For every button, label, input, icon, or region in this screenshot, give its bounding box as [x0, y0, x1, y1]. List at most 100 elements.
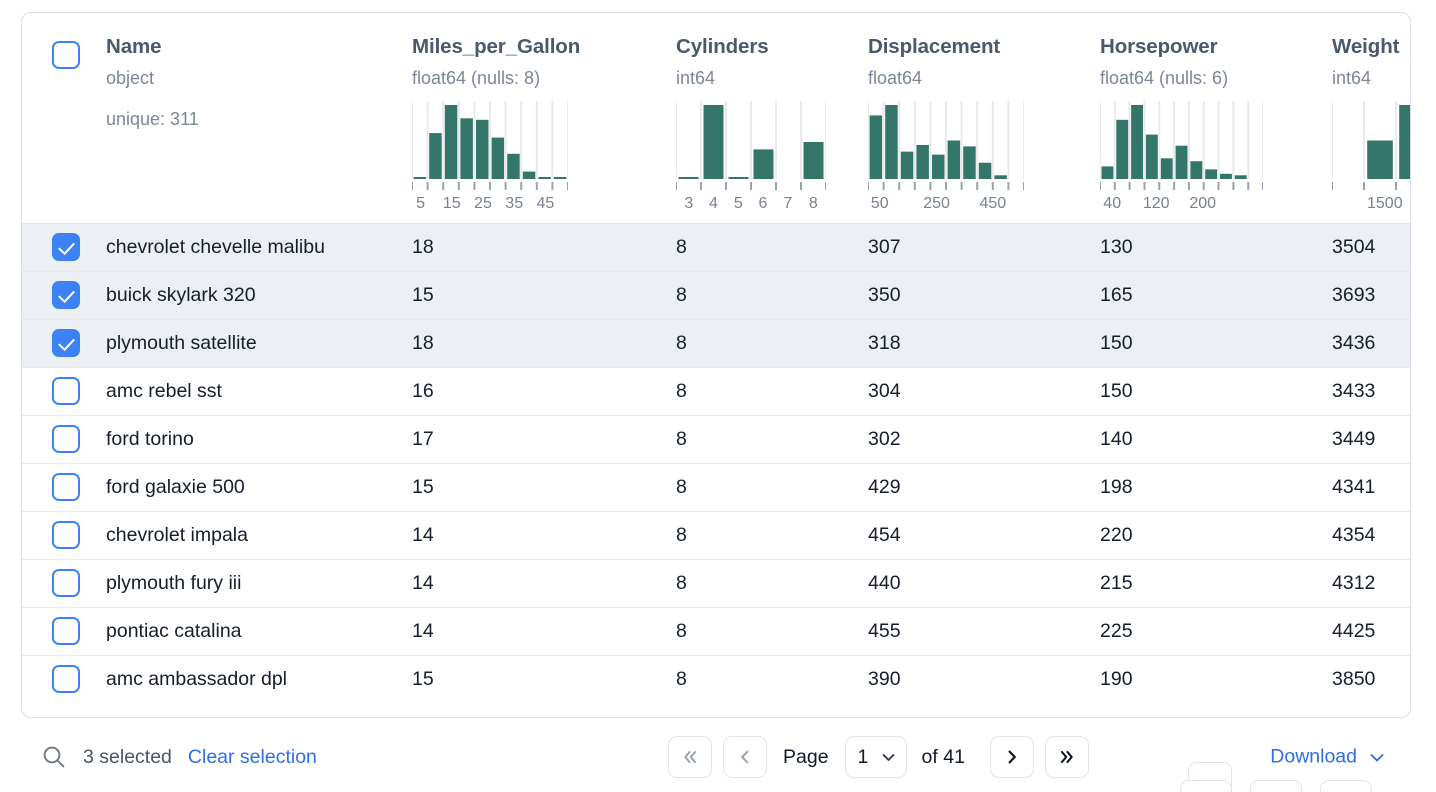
hist-tick-label: 1500 — [1367, 195, 1403, 212]
table-footer: 3 selected Clear selection Page 1 — [21, 726, 1411, 788]
hist-tick-axis: 50 250 450 — [868, 195, 1024, 215]
cell-displacement: 390 — [868, 667, 901, 690]
cell-name: amc rebel sst — [106, 367, 412, 416]
row-select-cell[interactable] — [22, 607, 106, 656]
table-row[interactable]: ford torino 17 8 302 140 3449 — [22, 415, 1410, 464]
cell-mpg: 15 — [412, 463, 676, 512]
column-header-name: Name object unique: 311 — [106, 13, 412, 224]
row-checkbox[interactable] — [52, 473, 80, 501]
previous-page-button[interactable] — [723, 736, 767, 778]
row-checkbox[interactable] — [52, 569, 80, 597]
column-title-wt[interactable]: Weight — [1332, 35, 1400, 58]
cell-horsepower: 130 — [1100, 223, 1332, 272]
row-checkbox[interactable] — [52, 617, 80, 645]
cell-name: amc ambassador dpl — [106, 667, 288, 690]
row-select-cell[interactable] — [22, 415, 106, 464]
row-checkbox[interactable] — [52, 233, 80, 261]
page-total-label: of 41 — [921, 745, 965, 768]
table-row[interactable]: amc rebel sst 16 8 304 150 3433 — [22, 367, 1410, 416]
download-group[interactable]: Download — [1270, 746, 1387, 769]
cell-mpg: 18 — [412, 223, 676, 272]
offscreen-control-d — [1320, 780, 1372, 792]
table-row[interactable]: ford galaxie 500 15 8 429 198 4341 — [22, 463, 1410, 512]
column-unique-name: unique: 311 — [106, 109, 199, 129]
first-page-button[interactable] — [668, 736, 712, 778]
cell-mpg: 15 — [412, 271, 676, 320]
table-row[interactable]: buick skylark 320 15 8 350 165 3693 — [22, 271, 1410, 320]
double-chevron-right-icon — [1060, 750, 1073, 764]
row-select-cell[interactable] — [22, 223, 106, 272]
cell-mpg: 15 — [412, 667, 434, 690]
cell-displacement: 440 — [868, 559, 1100, 608]
row-select-cell[interactable] — [22, 271, 106, 320]
row-select-cell[interactable] — [22, 559, 106, 608]
cell-mpg: 14 — [412, 559, 676, 608]
cell-horsepower: 165 — [1100, 271, 1332, 320]
hist-tick-label: 45 — [536, 195, 555, 212]
cell-name: ford galaxie 500 — [106, 463, 412, 512]
page-number-select[interactable]: 1 — [844, 736, 907, 778]
table-row[interactable]: chevrolet chevelle malibu 18 8 307 130 3… — [22, 223, 1410, 272]
cell-weight: 3436 — [1332, 319, 1410, 368]
table-row[interactable]: chevrolet impala 14 8 454 220 4354 — [22, 511, 1410, 560]
clear-selection-link[interactable]: Clear selection — [187, 745, 317, 768]
last-page-button[interactable] — [1044, 736, 1089, 778]
row-select-cell[interactable] — [22, 655, 106, 703]
row-checkbox[interactable] — [52, 425, 80, 453]
cell-name: chevrolet chevelle malibu — [106, 223, 412, 272]
cell-name: chevrolet impala — [106, 511, 412, 560]
table-row[interactable]: amc ambassador dpl 15 8 390 190 3850 — [22, 655, 1410, 703]
row-select-cell[interactable] — [22, 367, 106, 416]
cell-mpg: 17 — [412, 415, 676, 464]
row-checkbox[interactable] — [52, 665, 80, 694]
table-scroll-region[interactable]: Name object unique: 311 Miles_per_Gallon … — [22, 13, 1410, 717]
hist-tick-label: 3 — [684, 195, 694, 212]
row-checkbox[interactable] — [52, 521, 80, 549]
column-title-cyl[interactable]: Cylinders — [676, 35, 769, 58]
row-select-cell[interactable] — [22, 463, 106, 512]
column-histogram-disp: 50 250 450 — [868, 101, 1024, 215]
column-dtype-disp: float64 — [868, 68, 923, 88]
chevron-down-icon — [1370, 753, 1384, 761]
cell-cylinders: 8 — [676, 559, 868, 608]
cell-weight: 3433 — [1332, 367, 1410, 416]
offscreen-control-c — [1250, 780, 1302, 792]
cell-horsepower: 190 — [1100, 667, 1133, 690]
hist-tick-label: 7 — [783, 195, 793, 212]
next-page-button[interactable] — [989, 736, 1034, 778]
select-all-checkbox[interactable] — [52, 41, 80, 69]
cell-weight: 3693 — [1332, 271, 1410, 320]
column-title-mpg[interactable]: Miles_per_Gallon — [412, 35, 581, 58]
table-row[interactable]: plymouth satellite 18 8 318 150 3436 — [22, 319, 1410, 368]
row-select-cell[interactable] — [22, 511, 106, 560]
column-title-disp[interactable]: Displacement — [868, 35, 1001, 58]
pagination-controls: Page 1 of 41 — [668, 736, 1089, 778]
download-label[interactable]: Download — [1270, 745, 1357, 768]
hist-tick-label: 6 — [758, 195, 768, 212]
hist-tick-axis: 150035 — [1332, 195, 1410, 215]
cell-mpg: 14 — [412, 607, 676, 656]
cell-horsepower: 225 — [1100, 607, 1332, 656]
cell-weight: 4354 — [1332, 511, 1410, 560]
row-checkbox[interactable] — [52, 377, 80, 405]
table-row[interactable]: pontiac catalina 14 8 455 225 4425 — [22, 607, 1410, 656]
row-select-cell[interactable] — [22, 319, 106, 368]
column-title-name[interactable]: Name — [106, 35, 162, 58]
cell-name: ford torino — [106, 415, 412, 464]
page-number-value: 1 — [857, 745, 869, 768]
hist-tick-label: 4 — [709, 195, 718, 212]
row-checkbox[interactable] — [52, 329, 80, 357]
cell-displacement: 318 — [868, 319, 1100, 368]
cell-cylinders: 8 — [676, 511, 868, 560]
chevron-down-icon — [882, 753, 894, 761]
hist-tick-label: 8 — [808, 195, 818, 212]
column-header-wt: Weight int64 150035 — [1332, 13, 1410, 224]
grid-header: Name object unique: 311 Miles_per_Gallon … — [22, 13, 1410, 224]
search-icon[interactable] — [41, 744, 67, 770]
table-row[interactable]: plymouth fury iii 14 8 440 215 4312 — [22, 559, 1410, 608]
column-header-hp: Horsepower float64 (nulls: 6) 40 120 200 — [1100, 13, 1332, 224]
row-checkbox[interactable] — [52, 281, 80, 309]
column-title-hp[interactable]: Horsepower — [1100, 35, 1218, 58]
